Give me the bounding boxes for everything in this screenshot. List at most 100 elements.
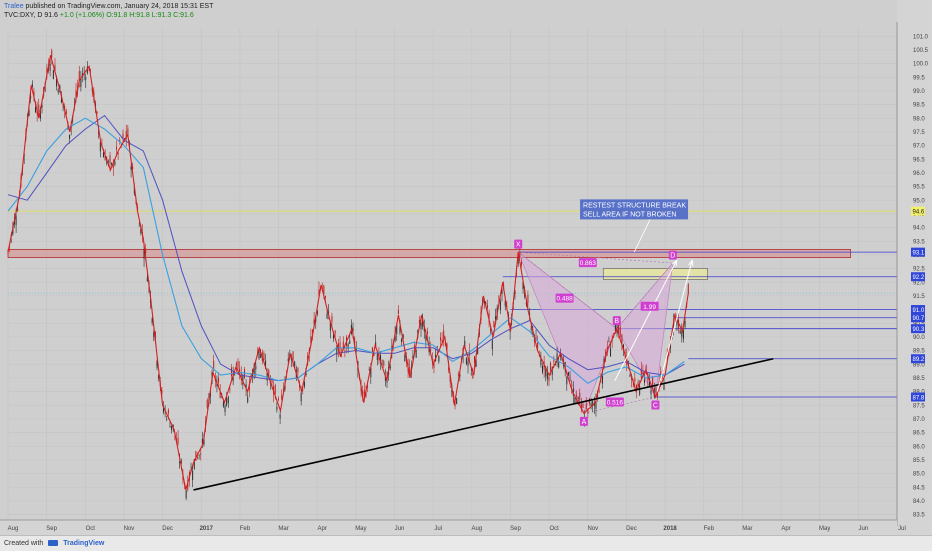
pattern-ratio: 0.516 [605, 397, 624, 407]
candle [297, 367, 299, 376]
candle-body [17, 209, 19, 211]
candle-body [28, 110, 30, 116]
candle-body [185, 490, 187, 499]
candle-body [80, 78, 82, 87]
level-price-label: 90.7 [911, 313, 925, 323]
price-tick-label: 94.0 [913, 226, 925, 232]
candle-body [687, 284, 689, 294]
candle-body [96, 111, 98, 114]
author-link[interactable]: Tralee [4, 3, 24, 10]
candle-body [425, 333, 427, 342]
note-annotation: RESTEST STRUCTURE BREAK SELL AREA IF NOT … [580, 199, 689, 253]
candle-body [629, 375, 631, 377]
candle [276, 402, 278, 413]
pattern-point-bg [514, 239, 523, 249]
candle-body [112, 163, 114, 169]
candle-body [682, 329, 684, 339]
candle [281, 389, 283, 401]
time-tick-label: Jun [859, 526, 869, 532]
time-axis[interactable]: Aug Sep Oct Nov Dec 2017 Feb Mar Apr May Jun Jul Aug… [0, 519, 906, 535]
note-line: SELL AREA IF NOT BROKEN [583, 211, 676, 218]
candle-body [297, 367, 299, 373]
candle-body [376, 354, 378, 360]
candle-body [465, 358, 467, 364]
level-label-bg [911, 313, 925, 323]
pattern-ratio-line [518, 251, 673, 264]
price-tick-label: 96.0 [913, 171, 925, 177]
candle [517, 256, 519, 267]
candle-body [514, 291, 516, 294]
candle [227, 395, 229, 408]
candle [540, 351, 542, 368]
candle-body [427, 331, 429, 334]
candle [350, 319, 352, 336]
pattern-point-c: C [651, 400, 660, 410]
candle-body [258, 351, 260, 359]
candle [171, 425, 173, 434]
candle-body [197, 457, 199, 459]
level-label-text: 89.2 [913, 357, 925, 363]
candle-body [538, 355, 540, 356]
price-tick-label: 90.0 [913, 335, 925, 341]
zigzag-line [7, 55, 689, 491]
candle-body [292, 351, 294, 360]
candle-body [120, 143, 122, 145]
candle-body [303, 381, 305, 387]
candle-body [271, 378, 273, 383]
level-label-bg [911, 206, 925, 216]
candle-body [224, 405, 226, 412]
arrow-head [671, 259, 678, 267]
candle-body [553, 359, 555, 362]
price-tick-label: 87.0 [913, 417, 925, 423]
level-label-text: 92.2 [913, 275, 925, 281]
candle [681, 323, 683, 343]
candle-body [274, 385, 276, 394]
candle-body [242, 374, 244, 385]
symbol-line[interactable]: TVC:DXY, D 91.6 [4, 12, 58, 19]
candle-body [349, 340, 351, 344]
candle-body [546, 370, 548, 380]
pattern-point-bg [668, 250, 677, 260]
candle [263, 351, 265, 362]
candle-body [576, 395, 578, 397]
candle-body [519, 252, 521, 257]
candle [117, 151, 119, 160]
candle [660, 366, 662, 387]
level-price-label: 90.3 [911, 324, 925, 334]
candle-body [441, 339, 443, 342]
candle-body [621, 334, 623, 344]
time-tick-label: 2017 [200, 526, 214, 532]
candle-body [614, 324, 616, 331]
candle-body [418, 319, 420, 324]
pattern-point-bg [579, 416, 588, 426]
time-tick-label: Mar [742, 526, 752, 532]
candle-body [247, 396, 249, 403]
candle-body [192, 470, 194, 481]
candle [114, 159, 116, 167]
candle [80, 70, 82, 92]
time-tick-label: Apr [318, 526, 327, 532]
time-tick-label: Feb [704, 526, 715, 532]
candle-body [525, 302, 527, 305]
candle-body [548, 376, 550, 381]
candle [224, 403, 226, 416]
candle-body [412, 355, 414, 360]
pattern-triangle-bcd [616, 261, 674, 399]
change-text: +1.0 (+1.06%) [59, 12, 105, 19]
candle-body [397, 309, 399, 314]
price-tick-label: 97.0 [913, 144, 925, 150]
candle [535, 329, 537, 341]
price-tick-label: 88.5 [913, 376, 925, 382]
candle [679, 329, 681, 335]
level-label-bg [911, 247, 925, 257]
price-axis[interactable]: 101.0 100.5 100.0 99.5 99.0 98.5 98.0 97.5 97.0 9… [896, 0, 932, 535]
candle [514, 289, 516, 300]
candle [349, 334, 351, 344]
candle-body [657, 393, 659, 397]
price-tick-label: 99.0 [913, 89, 925, 95]
candle-body [158, 374, 160, 379]
price-tick-label: 92.5 [913, 267, 925, 273]
candle-body [567, 372, 569, 376]
tradingview-brand[interactable]: TradingView [63, 540, 105, 547]
